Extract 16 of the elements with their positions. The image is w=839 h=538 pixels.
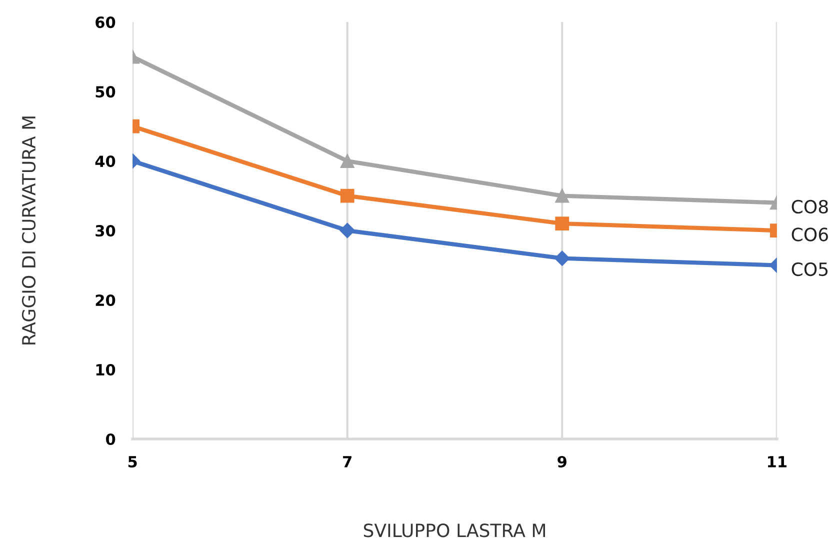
y-axis-title: RAGGIO DI CURVATURA M [22, 116, 36, 344]
y-tick-label: 20 [96, 294, 116, 306]
y-tick-label: 0 [106, 433, 116, 446]
x-tick-label: 5 [128, 456, 137, 468]
x-tick-label: 9 [558, 456, 566, 468]
y-tick-label: 40 [95, 156, 116, 168]
y-tick-label: 50 [96, 86, 116, 98]
series-label: CO6 [792, 228, 828, 242]
series-label: CO8 [792, 200, 828, 214]
x-tick-label: 11 [768, 456, 786, 468]
y-tick-label: 60 [96, 16, 116, 28]
y-tick-label: 10 [96, 364, 116, 376]
x-tick-label: 7 [343, 456, 352, 468]
y-tick-label: 30 [96, 225, 116, 237]
x-axis-title: SVILUPPO LASTRA M [364, 524, 545, 538]
series-label: CO5 [792, 262, 828, 276]
